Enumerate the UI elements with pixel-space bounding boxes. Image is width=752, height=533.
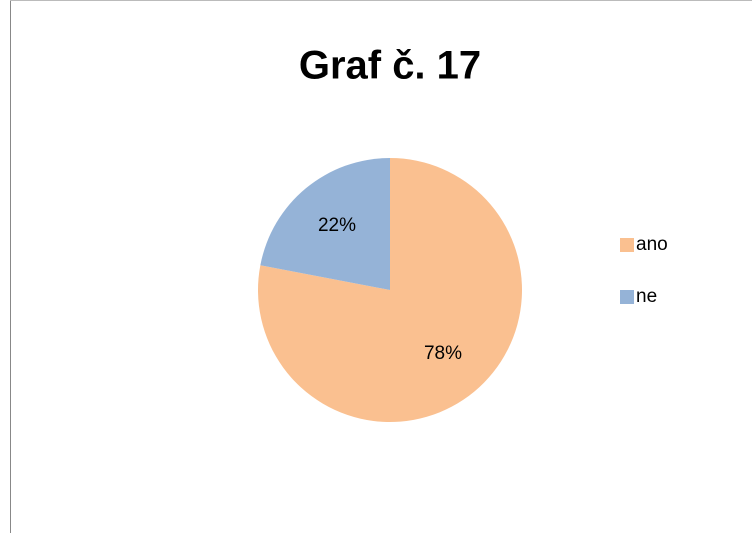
pie-slice <box>260 158 390 290</box>
chart-title: Graf č. 17 <box>299 44 481 88</box>
legend-label: ne <box>636 286 657 307</box>
data-label: 22% <box>318 215 356 236</box>
legend-label: ano <box>636 234 668 255</box>
legend-swatch <box>620 290 634 304</box>
legend-swatch <box>620 238 634 252</box>
data-label: 78% <box>424 343 462 364</box>
